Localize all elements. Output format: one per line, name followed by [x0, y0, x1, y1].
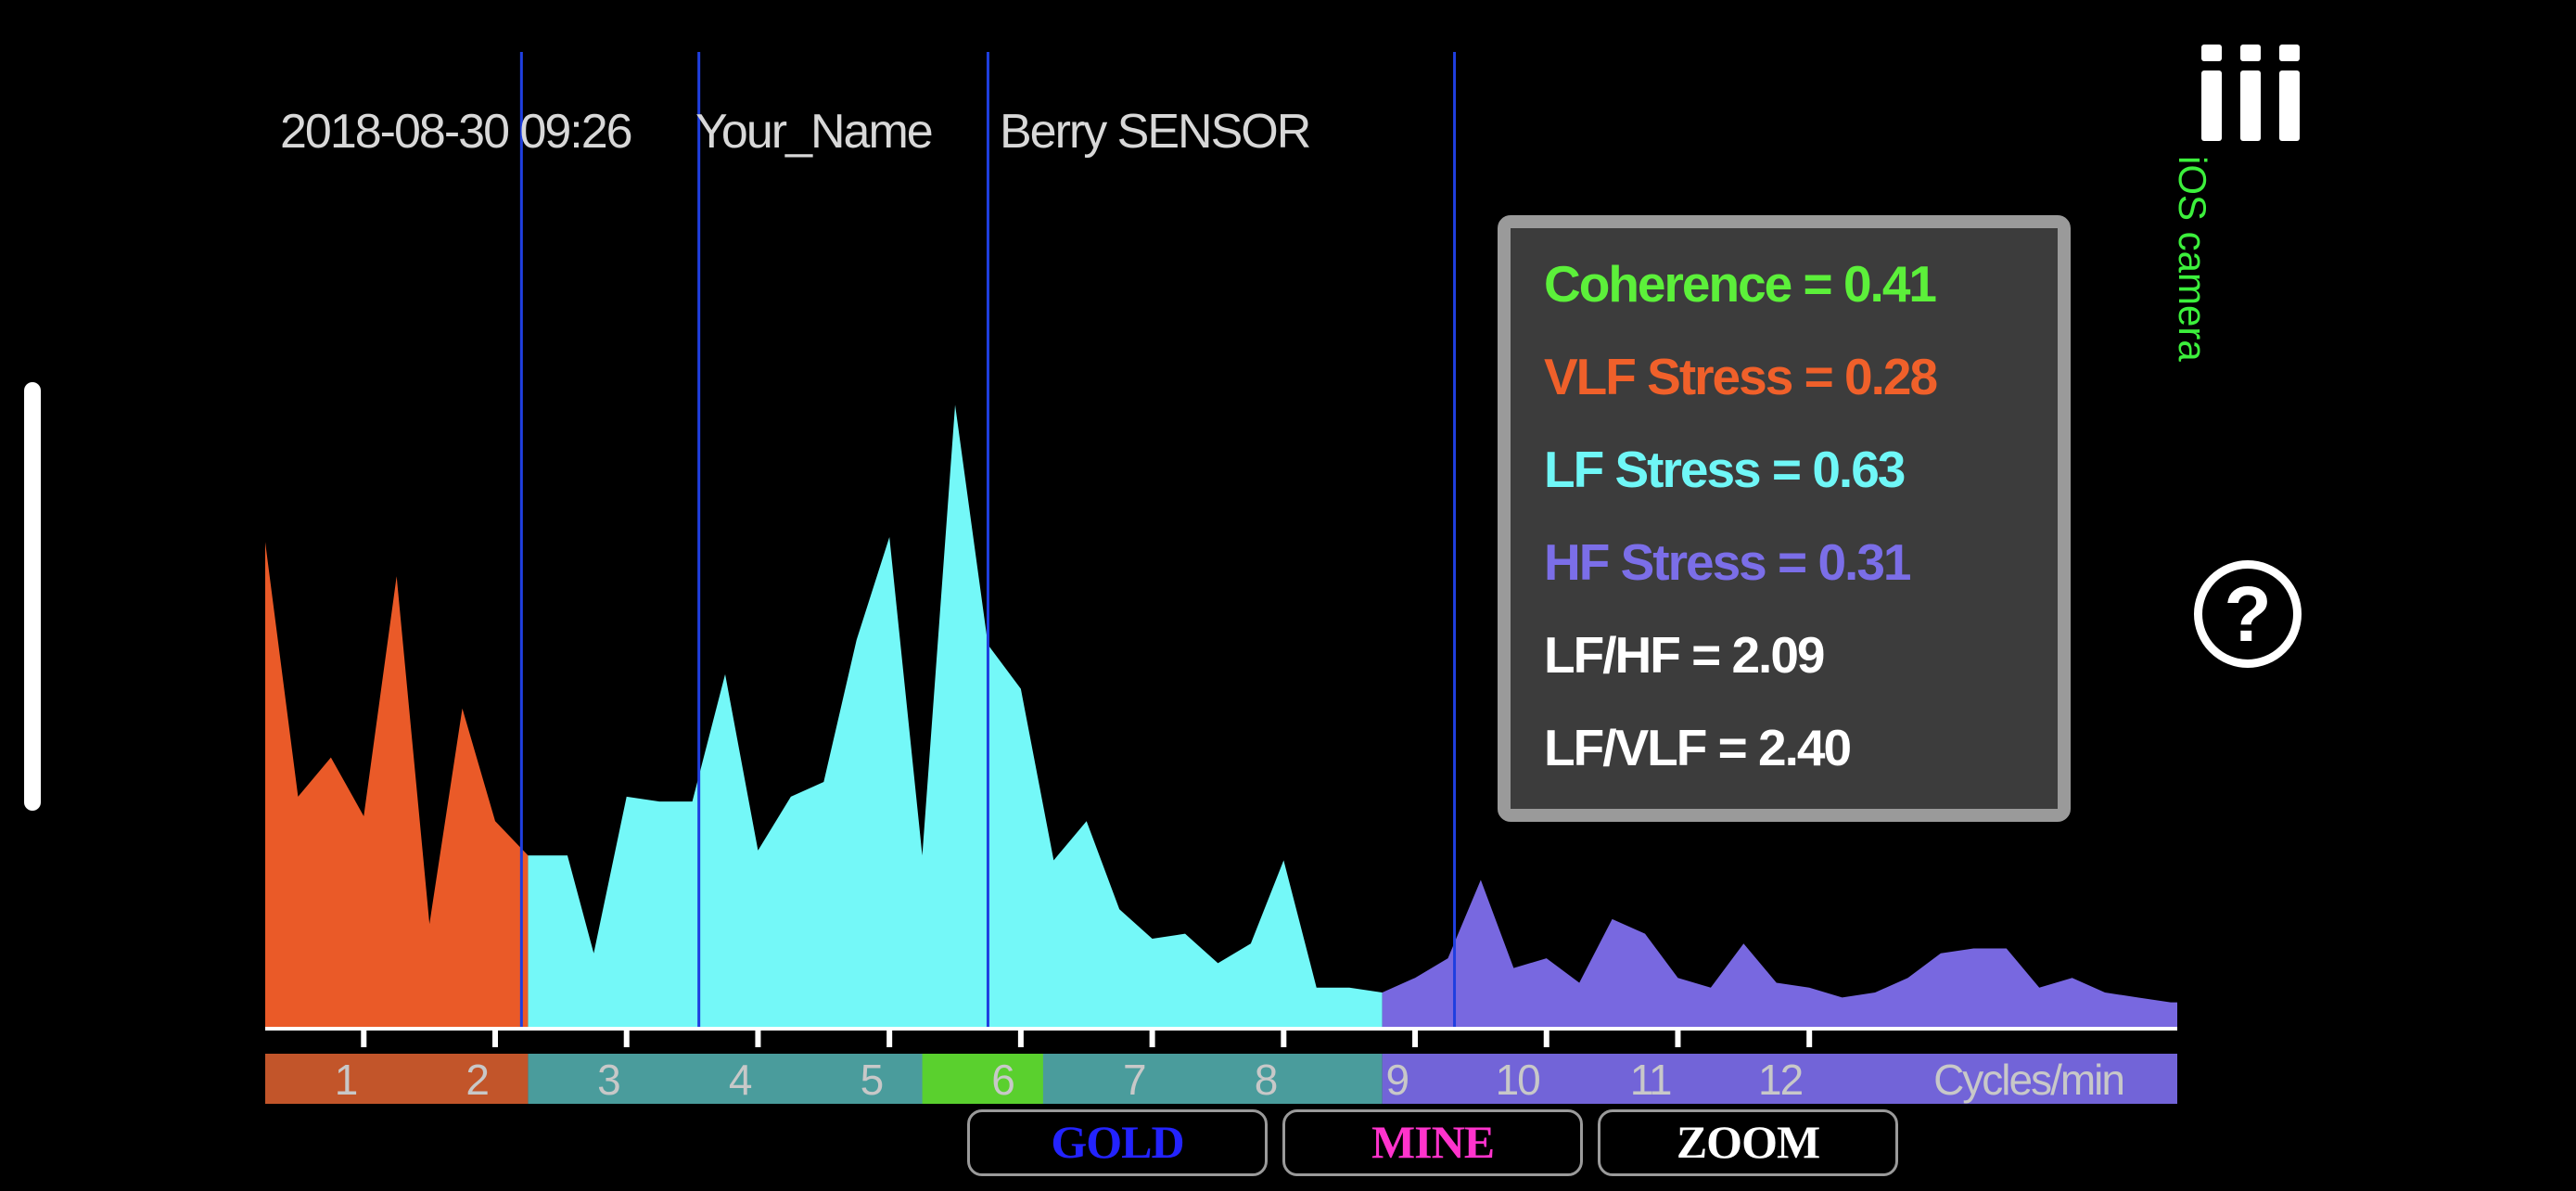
zoom-button[interactable]: ZOOM: [1598, 1109, 1898, 1176]
gold-button[interactable]: GOLD: [967, 1109, 1268, 1176]
axis-band-hf: [1382, 1054, 2177, 1104]
menu-bars-icon[interactable]: [2198, 45, 2305, 141]
x-tick-mark: [1149, 1027, 1155, 1047]
coherence-stat: Coherence = 0.41: [1544, 255, 1937, 313]
x-tick-label: 6: [991, 1056, 1014, 1104]
x-tick-label: 8: [1255, 1056, 1277, 1104]
x-tick-mark: [1806, 1027, 1813, 1047]
spectrum-areas: [265, 404, 2177, 1027]
x-tick-label: 2: [465, 1056, 488, 1104]
x-tick-label: 11: [1630, 1056, 1671, 1104]
x-tick-mark: [361, 1027, 367, 1047]
x-tick-mark: [1017, 1027, 1024, 1047]
lf-hf-ratio-stat: LF/HF = 2.09: [1544, 626, 1826, 684]
x-tick-label: 7: [1123, 1056, 1145, 1104]
mine-button[interactable]: MINE: [1282, 1109, 1583, 1176]
session-user-name: Your_Name: [695, 105, 934, 159]
session-datetime: 2018-08-30 09:26: [280, 105, 633, 159]
spectrum-area-hf: [1382, 879, 2177, 1027]
x-tick-label: 1: [335, 1056, 357, 1104]
x-tick-label: 9: [1385, 1056, 1408, 1104]
hf-stress-stat: HF Stress = 0.31: [1544, 533, 1911, 591]
x-tick-label: 5: [861, 1056, 883, 1104]
lf-stress-stat: LF Stress = 0.63: [1544, 441, 1906, 498]
x-tick-label: 12: [1758, 1056, 1803, 1104]
spectrum-area-lf: [528, 404, 1383, 1027]
sensor-name: Berry SENSOR: [1000, 105, 1311, 159]
x-axis-line: [265, 1027, 2177, 1031]
frequency-axis: 1 2 3 4 5 6 7 8 9 10 11 12 Cycles/min: [265, 1027, 2177, 1104]
side-drag-handle[interactable]: [24, 382, 41, 811]
x-tick-mark: [1675, 1027, 1681, 1047]
x-tick-label: 4: [729, 1056, 752, 1104]
lf-vlf-ratio-stat: LF/VLF = 2.40: [1544, 719, 1852, 776]
marker-lines: [519, 52, 1457, 1027]
vlf-stress-stat: VLF Stress = 0.28: [1544, 348, 1938, 405]
x-tick-mark: [1281, 1027, 1287, 1047]
x-tick-mark: [755, 1027, 761, 1047]
axis-band-vlf: [265, 1054, 529, 1104]
stats-panel: Coherence = 0.41 VLF Stress = 0.28 LF St…: [1498, 215, 2071, 822]
x-axis-label: Cycles/min: [1933, 1056, 2123, 1104]
x-tick-label: 3: [597, 1056, 619, 1104]
x-tick-mark: [623, 1027, 630, 1047]
x-tick-mark: [886, 1027, 893, 1047]
help-circle-icon[interactable]: ?: [2194, 560, 2302, 668]
spectrum-area-vlf: [265, 542, 529, 1027]
x-tick-mark: [492, 1027, 499, 1047]
x-tick-label: 10: [1496, 1056, 1540, 1104]
x-tick-mark: [1412, 1027, 1419, 1047]
x-tick-mark: [1543, 1027, 1549, 1047]
camera-source-label[interactable]: iOS camera: [2171, 156, 2214, 362]
axis-highlight: [922, 1054, 1043, 1104]
